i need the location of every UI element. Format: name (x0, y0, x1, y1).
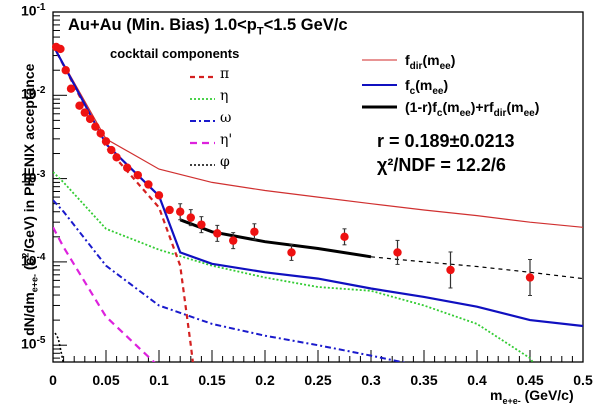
data-point (525, 273, 535, 282)
data-point (165, 205, 174, 215)
combined-fit-extrapolation (370, 256, 583, 280)
data-point (197, 220, 206, 229)
y-tick-label: 10-2 (21, 85, 46, 102)
annotation-r: r = 0.189±0.0213 (377, 131, 515, 151)
x-tick-label: 0.25 (304, 372, 332, 388)
data-point (340, 232, 349, 242)
data-point (61, 66, 70, 75)
data-point (91, 122, 100, 131)
data-point (85, 114, 95, 124)
data-point (101, 137, 111, 146)
y-tick-label: 10-4 (21, 251, 46, 269)
series-line-η (53, 171, 534, 362)
legend-cocktail-title: cocktail components (110, 46, 240, 61)
annotation-chi2: χ²/NDF = 12.2/6 (377, 155, 506, 175)
legend-cocktail-item: φ (220, 154, 230, 170)
series-line-η' (53, 226, 156, 362)
x-axis-label: me+e- (GeV/c) (490, 387, 574, 406)
plot-frame (52, 11, 584, 363)
x-tick-label: 0.5 (573, 372, 593, 388)
data-point (144, 180, 153, 189)
x-tick-label: 0 (49, 372, 57, 388)
data-point (96, 129, 105, 138)
data-point (112, 153, 121, 162)
data-point (186, 213, 195, 222)
legend-fc: fc(mee) (405, 77, 449, 97)
data-point (287, 248, 296, 257)
data-point (176, 207, 185, 216)
data-point (75, 101, 84, 110)
data-point (80, 108, 90, 117)
data-point (66, 84, 76, 93)
data-point (107, 145, 116, 155)
series-line-π (53, 44, 194, 362)
x-tick-label: 0.45 (516, 372, 544, 388)
legend-fdir: fdir(mee) (405, 52, 456, 72)
series-line-ω (53, 199, 407, 362)
x-tick-label: 0.2 (255, 372, 275, 388)
x-tick-label: 0.3 (361, 372, 381, 388)
data-point (393, 248, 402, 257)
y-tick-label: 10-1 (21, 2, 46, 19)
data-point (446, 265, 455, 275)
data-point (250, 227, 259, 236)
x-tick-label: 0.35 (410, 372, 438, 388)
series-line-f_dir(m_ee) (53, 44, 583, 228)
legend-cocktail-item: π (220, 66, 230, 82)
legend-cocktail-item: η (220, 88, 229, 104)
x-tick-label: 0.05 (92, 372, 120, 388)
legend-cocktail-item: ω (220, 110, 232, 126)
data-point (213, 229, 222, 238)
y-tick-label: 10-5 (21, 335, 46, 352)
y-tick-label: 10-3 (21, 168, 46, 186)
legend-combined: (1-r)fc(mee)+rfdir(mee) (405, 99, 540, 119)
legend-cocktail-item: η' (220, 132, 233, 148)
x-tick-label: 0.15 (198, 372, 226, 388)
chart-title: Au+Au (Min. Bias) 1.0<pT<1.5 GeV/c (68, 16, 348, 38)
data-point (56, 44, 65, 54)
data-point (133, 170, 142, 180)
data-point (123, 163, 132, 172)
x-tick-label: 0.4 (467, 372, 487, 388)
x-tick-label: 0.1 (149, 372, 169, 388)
data-point (154, 191, 164, 200)
y-axis-label: dN/dme+e- (c2/GeV) in PHENIX acceptance (20, 63, 40, 336)
data-point (229, 236, 238, 245)
